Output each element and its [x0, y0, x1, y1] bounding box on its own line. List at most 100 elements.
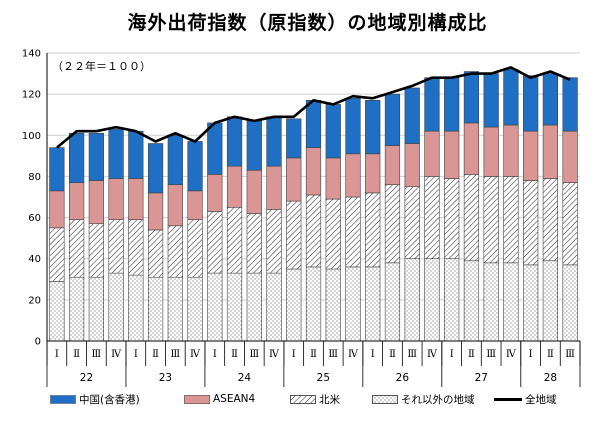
- bar-segment-other-regions: [187, 276, 203, 342]
- bar-segment-other-regions: [463, 260, 480, 342]
- legend-swatch-other-regions: [372, 394, 398, 404]
- bar-segment-china: [345, 97, 361, 155]
- bar-segment-other-regions: [325, 268, 341, 342]
- bar-segment-china: [483, 73, 499, 128]
- bar-segment-asean4: [542, 124, 558, 179]
- x-tick-label: Ⅱ: [152, 349, 159, 360]
- y-tick-label: 20: [28, 295, 41, 306]
- bar-segment-china: [523, 75, 539, 132]
- bar-segment-north-america: [128, 219, 144, 276]
- bar-segment-china: [88, 132, 104, 181]
- x-tick-label: Ⅰ: [134, 349, 138, 360]
- bar-segment-other-regions: [444, 258, 460, 342]
- x-tick-label: Ⅳ: [111, 349, 122, 360]
- bar-segment-china: [503, 69, 519, 126]
- bar-segment-china: [69, 132, 85, 183]
- bar-segment-north-america: [226, 206, 243, 274]
- bar-segment-asean4: [266, 165, 282, 210]
- y-tick-label: 40: [28, 254, 41, 265]
- bar-segment-china: [404, 87, 420, 144]
- bar-segment-asean4: [463, 122, 480, 175]
- bar-segment-other-regions: [562, 264, 578, 342]
- bar-segment-china: [444, 77, 460, 132]
- bar-segment-north-america: [305, 194, 322, 268]
- y-tick-label: 0: [35, 337, 41, 348]
- bar-segment-asean4: [424, 130, 440, 177]
- bar-segment-asean4: [207, 174, 223, 212]
- bar-segment-other-regions: [226, 272, 243, 342]
- bar-segment-china: [187, 141, 203, 192]
- bar-segment-north-america: [483, 176, 499, 264]
- y-tick-label: 80: [28, 172, 41, 183]
- legend-item-other-regions: それ以外の地域: [372, 392, 475, 406]
- bar-segment-north-america: [246, 213, 262, 274]
- bar-segment-china: [562, 77, 578, 132]
- bar-segment-north-america: [69, 219, 85, 278]
- bar-segment-other-regions: [404, 258, 420, 342]
- bar-segment-china: [167, 134, 183, 185]
- bar-segment-other-regions: [69, 276, 85, 342]
- bar-segment-other-regions: [207, 272, 223, 342]
- x-tick-label: Ⅰ: [371, 349, 375, 360]
- bar-segment-china: [542, 73, 558, 126]
- legend: 中国(含香港) ASEAN4 北米 それ以外の地域 全地域: [50, 388, 610, 410]
- bar-segment-north-america: [542, 178, 558, 262]
- unit-note: （２２年＝１００）: [52, 59, 151, 73]
- legend-label-all-regions: 全地域: [525, 393, 557, 406]
- x-tick-label: Ⅳ: [269, 349, 280, 360]
- bar-segment-china: [108, 128, 124, 179]
- bar-segment-north-america: [108, 219, 124, 274]
- x-tick-label: Ⅱ: [389, 349, 396, 360]
- bar-segment-north-america: [147, 229, 164, 278]
- bar-segment-north-america: [523, 180, 539, 266]
- bar-segment-north-america: [325, 198, 341, 270]
- bar-segment-asean4: [49, 190, 65, 229]
- legend-swatch-asean4: [184, 394, 210, 404]
- x-tick-label: Ⅰ: [529, 349, 533, 360]
- year-label: 25: [317, 372, 330, 384]
- bar-segment-north-america: [88, 223, 104, 278]
- x-tick-label: Ⅱ: [73, 349, 80, 360]
- year-label: 23: [159, 372, 172, 384]
- bar-segment-china: [365, 100, 381, 155]
- x-tick-label: Ⅳ: [190, 349, 201, 360]
- bar-segment-other-regions: [424, 258, 440, 342]
- bar-segment-asean4: [246, 169, 262, 214]
- x-tick-label: Ⅰ: [55, 349, 59, 360]
- bar-segment-north-america: [207, 211, 223, 274]
- bar-segment-china: [49, 147, 65, 192]
- y-tick-label: 140: [22, 49, 41, 60]
- bar-segment-other-regions: [345, 266, 361, 342]
- legend-item-all-regions: 全地域: [494, 392, 557, 406]
- y-tick-label: 100: [22, 131, 41, 142]
- x-tick-label: Ⅱ: [231, 349, 238, 360]
- bar-segment-china: [226, 116, 243, 167]
- bar-segment-other-regions: [365, 266, 381, 342]
- bar-segment-asean4: [88, 180, 104, 225]
- bar-segment-china: [128, 130, 144, 179]
- bar-segment-other-regions: [266, 272, 282, 342]
- legend-label-other-regions: それ以外の地域: [401, 393, 475, 406]
- bar-segment-china: [147, 143, 164, 194]
- x-tick-label: Ⅲ: [328, 349, 338, 360]
- bar-segment-other-regions: [305, 266, 322, 342]
- bar-segment-china: [286, 118, 302, 159]
- bar-segment-china: [207, 122, 223, 175]
- bar-segment-other-regions: [542, 260, 558, 342]
- x-tick-label: Ⅱ: [310, 349, 317, 360]
- bar-segment-asean4: [523, 130, 539, 181]
- bar-segment-asean4: [69, 182, 85, 220]
- bar-segment-asean4: [444, 130, 460, 179]
- legend-label-china: 中国(含香港): [79, 393, 140, 406]
- x-tick-label: Ⅱ: [468, 349, 475, 360]
- x-tick-label: Ⅰ: [450, 349, 454, 360]
- bar-segment-other-regions: [147, 276, 164, 342]
- x-tick-label: Ⅲ: [249, 349, 259, 360]
- bar-segment-china: [305, 100, 322, 148]
- bar-segment-other-regions: [246, 272, 262, 342]
- legend-item-china: 中国(含香港): [50, 392, 140, 406]
- x-tick-label: Ⅳ: [427, 349, 438, 360]
- bar-segment-china: [424, 77, 440, 132]
- x-tick-label: Ⅲ: [565, 349, 575, 360]
